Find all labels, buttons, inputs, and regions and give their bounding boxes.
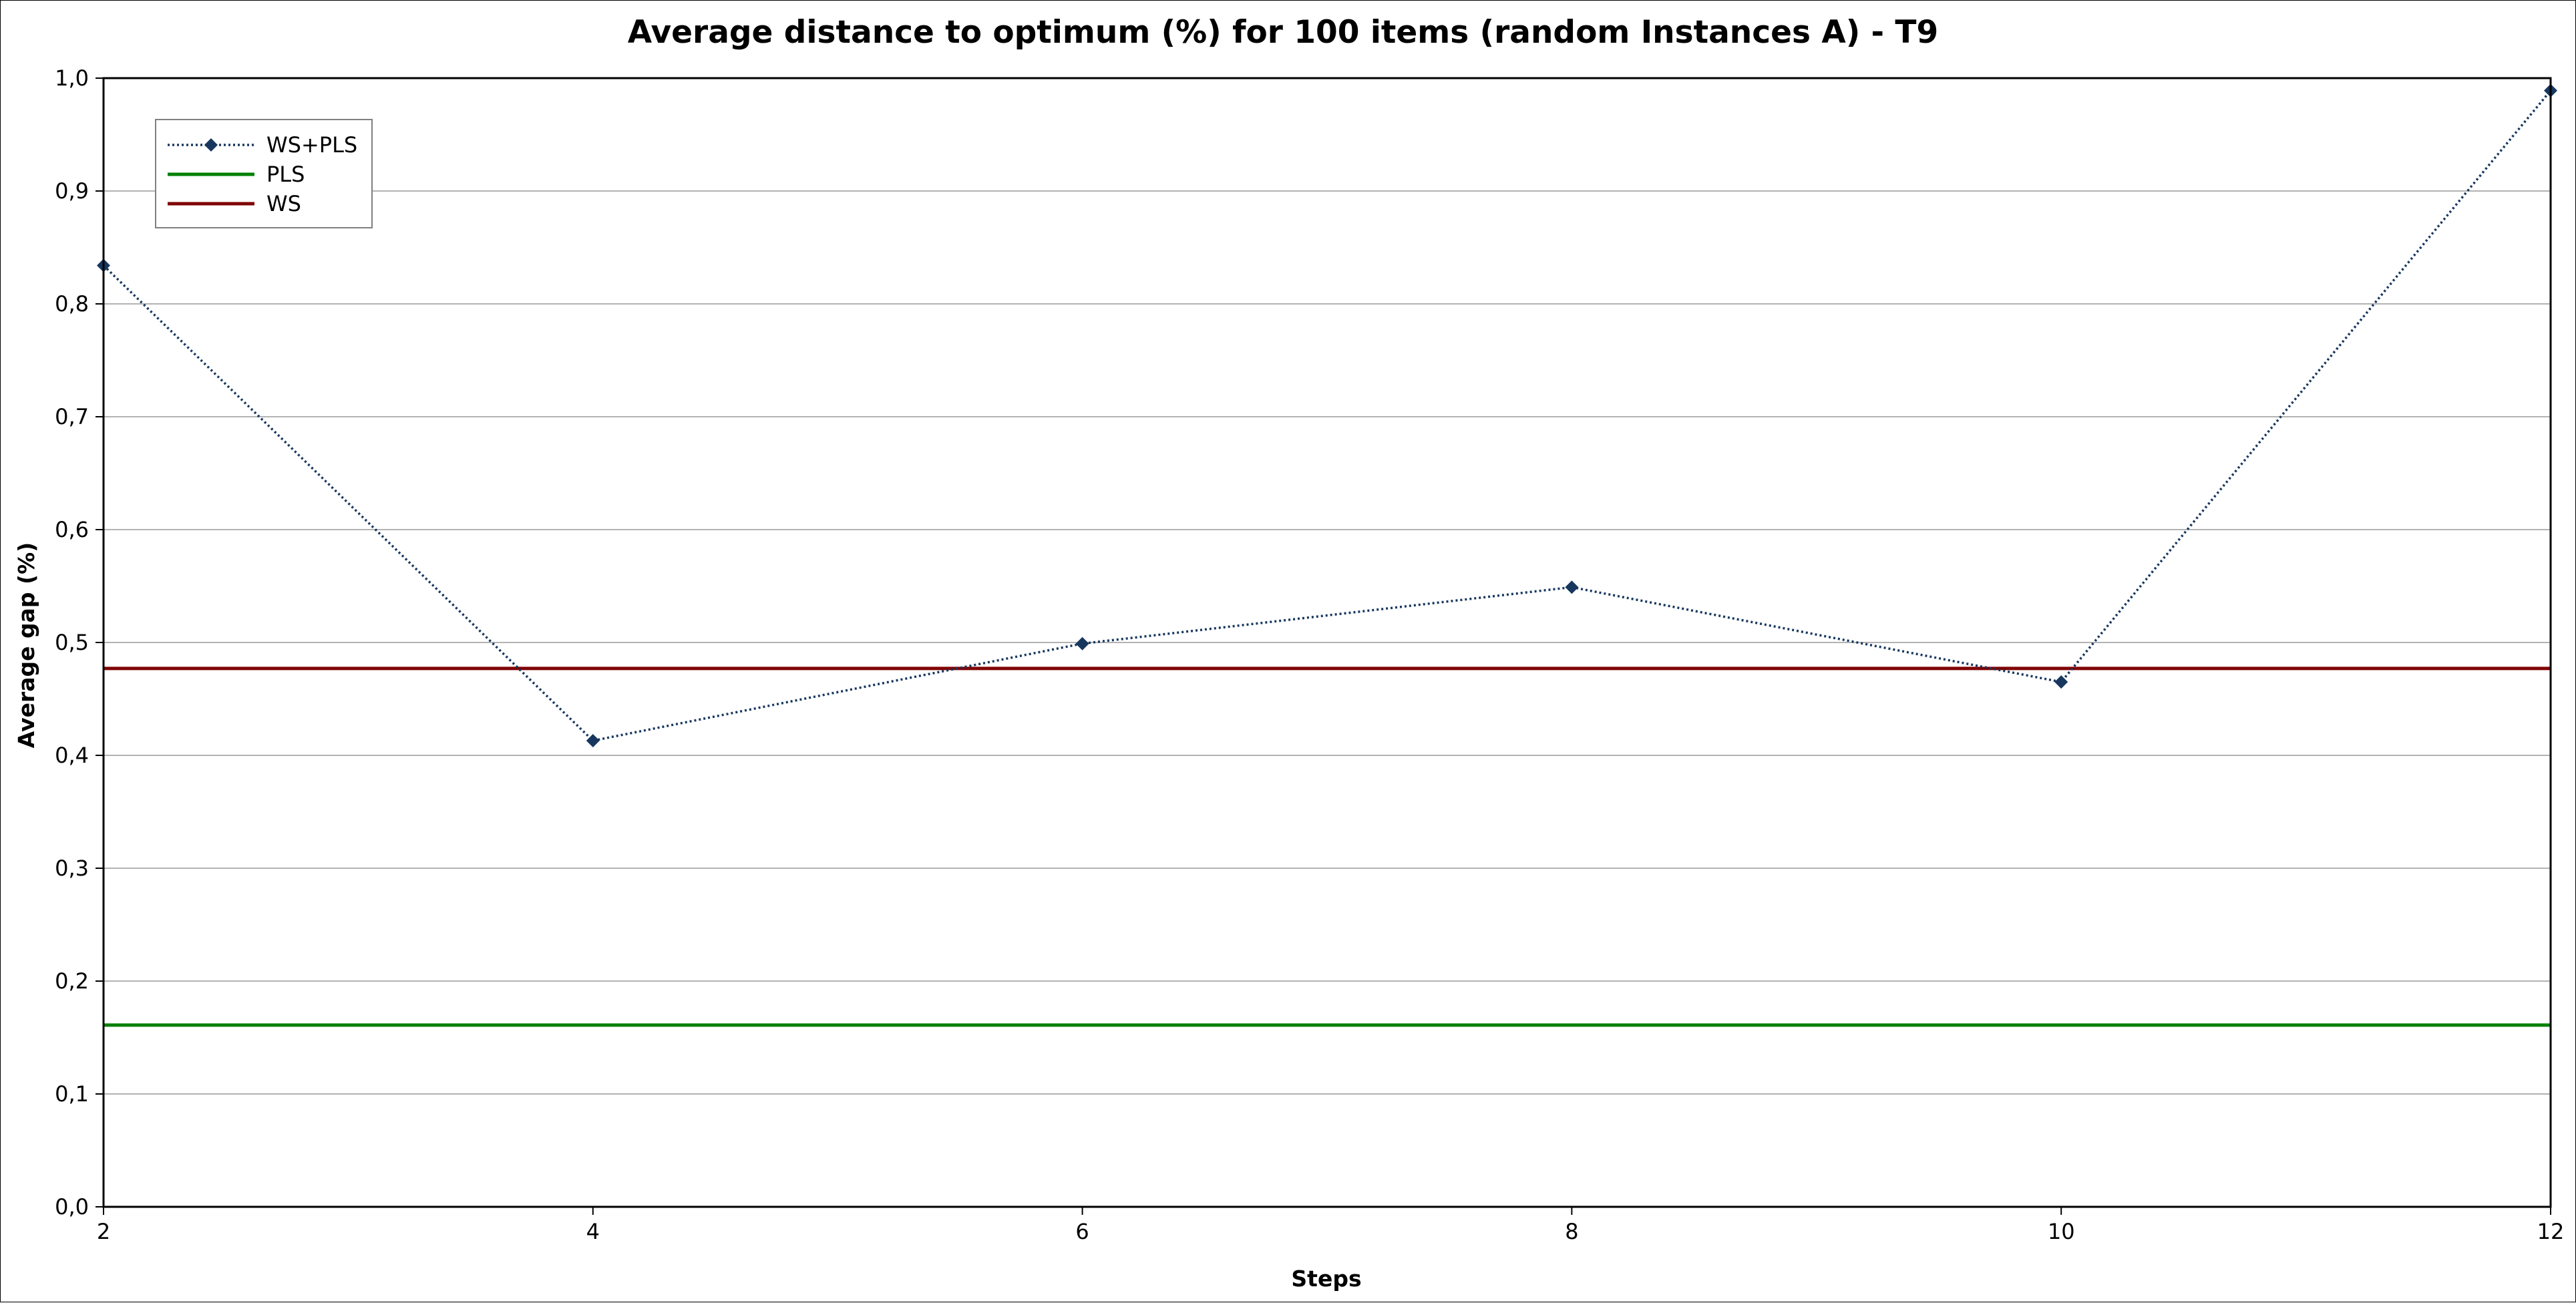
tick-labels: 0,0 0,1 0,2 0,3 0,4 0,5 0,6 0,7 0,8 0,9 1,0 2 4 6 8 10 1… — [55, 65, 2564, 1244]
x-tick-label: 10 — [2048, 1219, 2075, 1244]
y-tick-label: 0,9 — [55, 178, 89, 204]
x-tick-label: 12 — [2537, 1219, 2565, 1244]
data-point-ws-pls — [1075, 636, 1089, 650]
x-tick-label: 2 — [97, 1219, 110, 1244]
series-line-ws-pls — [102, 89, 2552, 742]
y-tick-label: 0,8 — [55, 291, 89, 317]
x-axis-title: Steps — [1291, 1266, 1361, 1292]
y-tick-label: 0,3 — [55, 856, 89, 881]
data-point-ws-pls — [1565, 580, 1579, 594]
y-tick-label: 0,2 — [55, 968, 89, 994]
data-point-ws-pls — [586, 734, 600, 748]
legend-label-ws: WS — [266, 191, 301, 216]
x-tick-label: 8 — [1565, 1219, 1578, 1244]
legend-label-ws-pls: WS+PLS — [266, 132, 357, 158]
y-axis-title: Average gap (%) — [13, 542, 39, 749]
y-tick-label: 0,4 — [55, 743, 89, 768]
legend-marker-ws-pls — [204, 138, 218, 152]
legend: WS+PLS PLS WS — [155, 119, 373, 228]
y-tick-label: 0,6 — [55, 517, 89, 542]
grid-layer — [104, 190, 2551, 1095]
y-tick-label: 0,0 — [55, 1194, 89, 1220]
y-tick-label: 1,0 — [55, 65, 89, 91]
legend-label-pls: PLS — [266, 162, 305, 187]
series-layer — [97, 83, 2557, 1027]
chart-title: Average distance to optimum (%) for 100 … — [628, 14, 1938, 51]
y-tick-label: 0,1 — [55, 1081, 89, 1107]
y-tick-label: 0,7 — [55, 404, 89, 429]
y-tick-label: 0,5 — [55, 630, 89, 655]
x-tick-label: 4 — [586, 1219, 600, 1244]
x-tick-label: 6 — [1075, 1219, 1089, 1244]
axes-layer — [96, 77, 2552, 1215]
data-point-ws-pls — [2054, 675, 2068, 689]
